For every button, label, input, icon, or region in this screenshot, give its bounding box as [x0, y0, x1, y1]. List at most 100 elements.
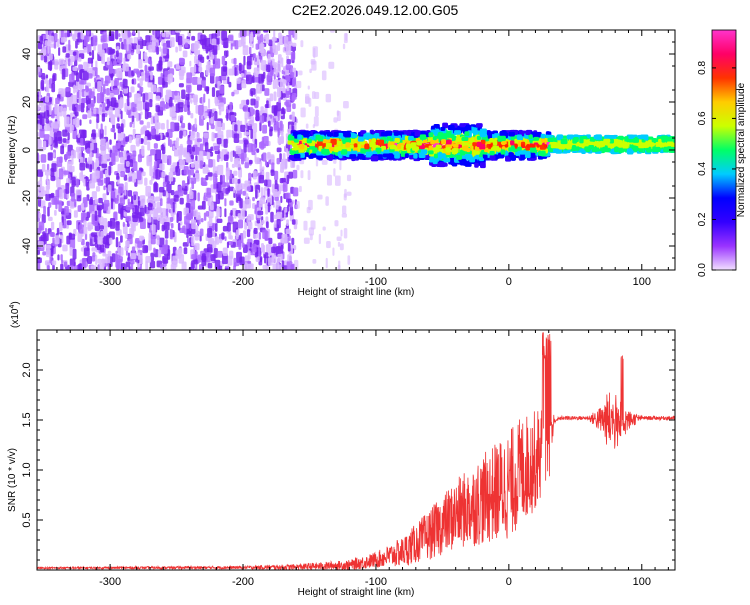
noise-cell [211, 87, 216, 97]
noise-cell [49, 62, 52, 72]
noise-cell [269, 129, 273, 137]
noise-cell [336, 236, 342, 242]
noise-cell [155, 169, 161, 180]
noise-cell [54, 33, 58, 43]
noise-cell [116, 46, 120, 52]
signal-cell [432, 136, 437, 141]
signal-cell [453, 143, 459, 148]
noise-cell [148, 44, 154, 53]
signal-cell [463, 145, 469, 152]
noise-cell [75, 189, 82, 196]
noise-cell [281, 260, 285, 268]
noise-cell [50, 221, 55, 231]
noise-cell [248, 172, 252, 182]
noise-cell [137, 252, 141, 260]
signal-cell [469, 137, 475, 143]
noise-cell [267, 202, 271, 213]
noise-cell [269, 93, 274, 102]
noise-cell [64, 116, 70, 128]
noise-cell [169, 167, 173, 173]
signal-cell [419, 134, 427, 140]
noise-cell [194, 259, 199, 265]
noise-cell [218, 110, 222, 116]
signal-cell [540, 133, 546, 139]
noise-cell [175, 103, 180, 113]
noise-cell [193, 64, 197, 73]
noise-cell [197, 254, 202, 263]
noise-cell [291, 237, 295, 246]
noise-cell [114, 106, 120, 118]
noise-cell [162, 43, 167, 54]
noise-cell [233, 265, 236, 270]
noise-cell [296, 164, 300, 171]
noise-cell [333, 168, 336, 177]
noise-cell [233, 187, 236, 194]
noise-cell [155, 196, 160, 202]
noise-cell [344, 188, 347, 198]
noise-cell [66, 151, 71, 159]
noise-cell [118, 183, 124, 194]
noise-cell [285, 192, 291, 200]
signal-cell [510, 135, 516, 141]
noise-cell [159, 46, 162, 52]
top-x-axis-tick-label: 100 [633, 276, 651, 288]
noise-cell [121, 30, 126, 38]
noise-cell [258, 73, 264, 84]
noise-cell [290, 51, 296, 61]
noise-cell [49, 53, 53, 61]
noise-cell [61, 259, 64, 264]
noise-cell [325, 196, 329, 206]
noise-cell [308, 199, 313, 211]
noise-cell [225, 188, 229, 195]
noise-cell [206, 187, 212, 195]
noise-cell [83, 61, 88, 71]
noise-cell [260, 243, 265, 253]
noise-cell [313, 116, 319, 127]
noise-cell [48, 202, 52, 208]
noise-cell [190, 163, 195, 168]
noise-cell [39, 128, 45, 138]
noise-cell [37, 261, 41, 270]
noise-cell [128, 175, 133, 182]
noise-cell [261, 166, 265, 171]
snr-line [37, 332, 675, 570]
signal-cell [356, 153, 364, 160]
signal-cell [661, 135, 668, 141]
noise-cell [45, 74, 49, 79]
noise-cell [255, 116, 260, 121]
noise-cell [77, 264, 81, 270]
noise-cell [94, 210, 98, 222]
noise-cell [68, 39, 71, 51]
noise-cell [167, 155, 172, 166]
noise-cell [48, 216, 53, 222]
noise-cell [250, 88, 256, 95]
noise-cell [288, 30, 293, 36]
noise-cell [38, 42, 43, 50]
noise-cell [102, 217, 108, 228]
noise-cell [250, 144, 257, 152]
signal-cell [345, 142, 351, 148]
signal-cell [487, 133, 493, 139]
noise-cell [107, 47, 113, 55]
noise-cell [255, 189, 258, 199]
noise-cell [69, 73, 75, 83]
noise-cell [115, 221, 120, 231]
noise-cell [140, 111, 143, 116]
noise-cell [216, 218, 223, 224]
noise-cell [206, 151, 211, 160]
noise-cell [86, 82, 91, 87]
noise-cell [262, 152, 267, 162]
signal-cell [464, 161, 472, 167]
noise-cell [207, 200, 211, 207]
noise-cell [280, 108, 286, 115]
signal-cell [497, 135, 503, 142]
noise-cell [54, 209, 57, 216]
noise-cell [281, 234, 288, 244]
noise-cell [245, 193, 249, 199]
noise-cell [85, 85, 89, 93]
noise-cell [228, 186, 234, 192]
noise-cell [117, 247, 124, 256]
noise-cell [41, 73, 46, 80]
signal-cell [511, 154, 516, 161]
noise-cell [84, 233, 88, 240]
